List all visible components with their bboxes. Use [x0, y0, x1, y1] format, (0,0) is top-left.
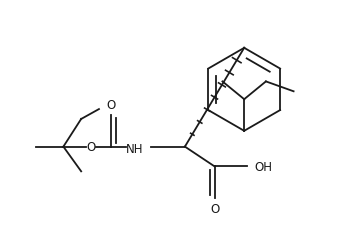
Text: NH: NH	[126, 143, 143, 155]
Text: O: O	[86, 140, 96, 153]
Text: O: O	[106, 99, 115, 112]
Text: OH: OH	[254, 160, 272, 173]
Text: O: O	[210, 202, 219, 215]
